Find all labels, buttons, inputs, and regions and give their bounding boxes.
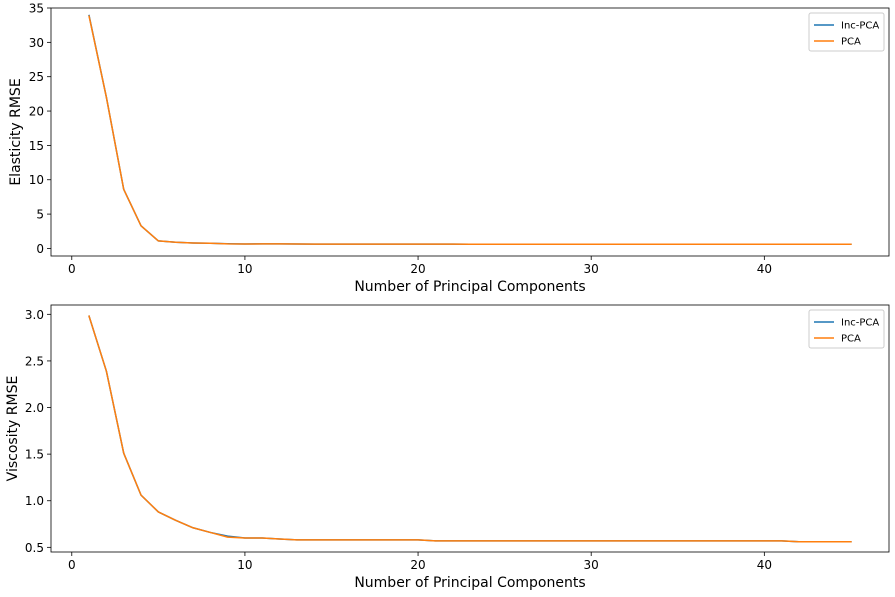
x-tick-label: 10 <box>237 262 252 276</box>
legend-label: Inc-PCA <box>841 318 879 329</box>
legend: Inc-PCA PCA <box>808 12 885 52</box>
y-axis-label: Viscosity RMSE <box>5 376 21 482</box>
series-line-pca <box>88 315 852 543</box>
y-axis-label: Elasticity RMSE <box>8 78 24 185</box>
y-tick-label: 3.0 <box>25 308 44 322</box>
x-tick-label: 10 <box>237 558 252 572</box>
x-tick-label: 0 <box>68 558 76 572</box>
axes-frame <box>50 7 890 257</box>
y-tick-label: 1.0 <box>25 494 44 508</box>
legend-label: PCA <box>841 334 861 345</box>
y-tick-label: 20 <box>29 105 44 119</box>
y-tick-label: 5 <box>36 208 44 222</box>
series-line-pca <box>88 15 852 245</box>
x-axis-label: Number of Principal Components <box>354 279 585 295</box>
x-tick-label: 20 <box>410 262 425 276</box>
x-tick-label: 40 <box>757 262 772 276</box>
x-tick-label: 30 <box>584 558 599 572</box>
legend-label: Inc-PCA <box>841 21 879 32</box>
chart-elasticity-rmse: 0 10 20 30 40 0 5 10 15 20 25 30 35 Number of Princip… <box>8 2 890 295</box>
y-tick-label: 0 <box>36 242 44 256</box>
y-tick-label: 35 <box>29 2 44 16</box>
legend: Inc-PCA PCA <box>808 309 885 349</box>
chart-viscosity-rmse: 0 10 20 30 40 0.5 1.0 1.5 2.0 2.5 3.0 Number of Pri… <box>5 304 890 591</box>
y-tick-label: 10 <box>29 173 44 187</box>
y-tick-label: 0.5 <box>25 541 44 555</box>
axes-frame <box>50 304 890 553</box>
y-tick-label: 2.0 <box>25 401 44 415</box>
x-tick-label: 0 <box>68 262 76 276</box>
legend-label: PCA <box>841 37 861 48</box>
x-tick-label: 40 <box>757 558 772 572</box>
y-tick-label: 2.5 <box>25 354 44 368</box>
y-tick-label: 25 <box>29 70 44 84</box>
y-tick-label: 30 <box>29 36 44 50</box>
x-tick-label: 30 <box>584 262 599 276</box>
x-tick-label: 20 <box>410 558 425 572</box>
y-tick-label: 15 <box>29 139 44 153</box>
y-tick-label: 1.5 <box>25 448 44 462</box>
x-axis-label: Number of Principal Components <box>354 575 585 591</box>
